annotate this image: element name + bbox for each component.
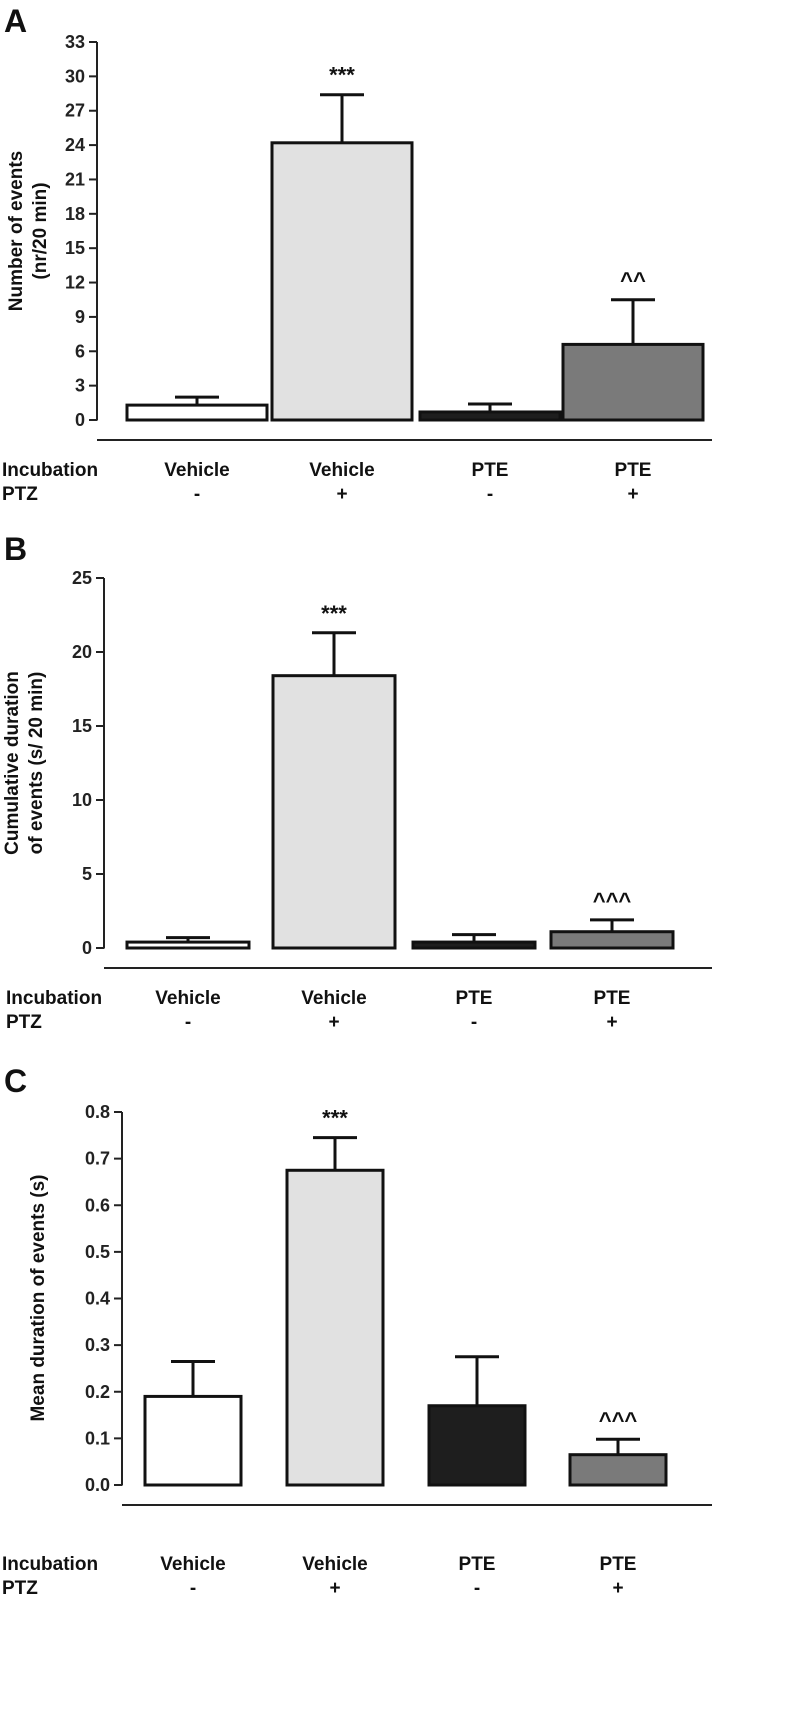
- y-tick-label: 20: [72, 642, 92, 662]
- category-incubation-label: Vehicle: [302, 1554, 368, 1575]
- y-tick-label: 0.4: [85, 1289, 110, 1309]
- row-label-ptz: PTZ: [2, 1578, 38, 1599]
- category-incubation-label: PTE: [459, 1554, 496, 1575]
- significance-label: ***: [321, 601, 347, 626]
- category-ptz-label: +: [606, 1012, 617, 1033]
- category-incubation-label: Vehicle: [309, 460, 375, 481]
- y-tick-label: 0.1: [85, 1428, 110, 1448]
- y-tick-label: 30: [65, 66, 85, 86]
- y-tick-label: 15: [65, 238, 85, 258]
- y-tick-label: 0.8: [85, 1102, 110, 1122]
- chart-panel-b: B 0 5 10 15 20 25 Cumulative duration of events …: [2, 531, 712, 1033]
- bar: [561, 342, 705, 422]
- y-tick-label: 33: [65, 32, 85, 52]
- row-label-incubation: Incubation: [2, 1554, 98, 1575]
- y-tick-label: 0: [75, 410, 85, 430]
- y-axis-label-line: Cumulative duration: [2, 671, 23, 855]
- bar: [418, 410, 562, 422]
- bar: [549, 930, 675, 950]
- y-axis-label: Mean duration of events (s): [28, 1174, 49, 1421]
- category-ptz-label: -: [190, 1578, 196, 1599]
- panel-letter: B: [4, 531, 27, 567]
- y-tick-label: 12: [65, 273, 85, 293]
- bar: [411, 940, 537, 950]
- category-ptz-label: -: [487, 484, 493, 505]
- bar: [125, 940, 251, 950]
- bar: [285, 1168, 385, 1487]
- y-tick-label: 0: [82, 938, 92, 958]
- category-incubation-label: PTE: [615, 460, 652, 481]
- y-tick-label: 3: [75, 376, 85, 396]
- category-incubation-label: PTE: [600, 1554, 637, 1575]
- bar: [125, 403, 269, 422]
- panel-letter: C: [4, 1063, 27, 1099]
- category-incubation-label: Vehicle: [164, 460, 230, 481]
- y-tick-label: 0.3: [85, 1335, 110, 1355]
- y-axis-label-line: (nr/20 min): [30, 182, 51, 279]
- category-ptz-label: -: [471, 1012, 477, 1033]
- y-tick-label: 15: [72, 716, 92, 736]
- category-incubation-label: PTE: [594, 988, 631, 1009]
- category-ptz-label: +: [336, 484, 347, 505]
- bar: [568, 1453, 668, 1487]
- y-tick-label: 21: [65, 169, 85, 189]
- y-tick-label: 5: [82, 864, 92, 884]
- y-tick-label: 9: [75, 307, 85, 327]
- significance-label: ***: [322, 1106, 348, 1131]
- y-tick-label: 0.6: [85, 1195, 110, 1215]
- y-tick-label: 0.7: [85, 1149, 110, 1169]
- y-tick-label: 0.5: [85, 1242, 110, 1262]
- category-ptz-label: -: [194, 484, 200, 505]
- bar: [270, 141, 414, 422]
- y-axis-label-line: of events (s/ 20 min): [26, 672, 47, 855]
- y-tick-label: 27: [65, 101, 85, 121]
- y-axis-label: Cumulative duration of events (s/ 20 min): [2, 671, 47, 855]
- bar: [143, 1394, 243, 1487]
- category-ptz-label: +: [329, 1578, 340, 1599]
- category-ptz-label: -: [185, 1012, 191, 1033]
- y-tick-label: 0.0: [85, 1475, 110, 1495]
- significance-label: ***: [329, 63, 355, 88]
- y-tick-label: 25: [72, 568, 92, 588]
- bar: [427, 1404, 527, 1487]
- category-ptz-label: +: [328, 1012, 339, 1033]
- category-ptz-label: -: [474, 1578, 480, 1599]
- category-incubation-label: PTE: [472, 460, 509, 481]
- chart-panel-a: A 0 3 6 9 12 15 18 21 24 27 30 33 Number of events (nr…: [2, 3, 712, 505]
- y-tick-label: 18: [65, 204, 85, 224]
- panel-letter: A: [4, 3, 27, 39]
- significance-label: ^^: [620, 268, 646, 293]
- bar: [271, 674, 397, 950]
- category-incubation-label: Vehicle: [160, 1554, 226, 1575]
- y-tick-label: 0.2: [85, 1382, 110, 1402]
- y-axis-label-line: Mean duration of events (s): [28, 1174, 49, 1421]
- category-incubation-label: Vehicle: [155, 988, 221, 1009]
- category-ptz-label: +: [612, 1578, 623, 1599]
- category-incubation-label: Vehicle: [301, 988, 367, 1009]
- category-ptz-label: +: [627, 484, 638, 505]
- row-label-incubation: Incubation: [2, 460, 98, 481]
- y-axis-label-line: Number of events: [6, 151, 27, 311]
- y-axis-label: Number of events (nr/20 min): [6, 151, 51, 311]
- significance-label: ^^^: [593, 888, 632, 913]
- y-tick-label: 24: [65, 135, 85, 155]
- y-tick-label: 10: [72, 790, 92, 810]
- row-label-incubation: Incubation: [6, 988, 102, 1009]
- y-tick-label: 6: [75, 341, 85, 361]
- category-incubation-label: PTE: [456, 988, 493, 1009]
- row-label-ptz: PTZ: [2, 484, 38, 505]
- chart-panel-c: C 0.0 0.1 0.2 0.3 0.4 0.5 0.6 0.7 0.8 Mean duratio…: [2, 1063, 712, 1599]
- significance-label: ^^^: [599, 1407, 638, 1432]
- row-label-ptz: PTZ: [6, 1012, 42, 1033]
